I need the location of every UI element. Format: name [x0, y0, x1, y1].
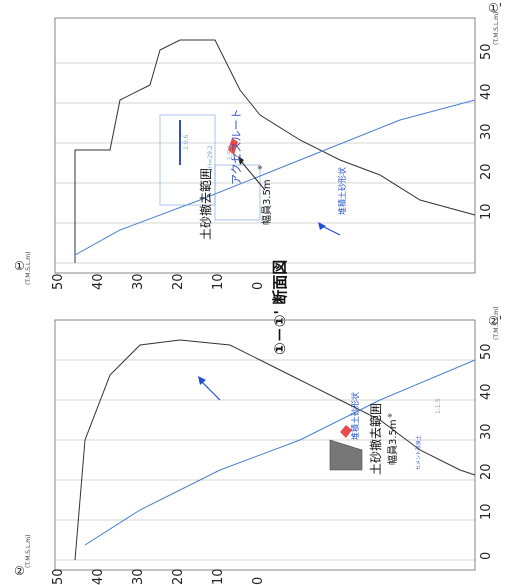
- section-1-removal-label: 土砂撤去範囲: [198, 168, 213, 240]
- section-2-deposit-arrowhead: [198, 376, 206, 385]
- svg-text:40: 40: [91, 568, 106, 585]
- svg-text:50: 50: [479, 43, 494, 60]
- section-1-width-mark: ※: [257, 165, 264, 170]
- section-2-start-mark: ②: [14, 564, 25, 578]
- svg-text:30: 30: [479, 423, 494, 440]
- section-1-slope-label: 1:5.1: [227, 144, 234, 160]
- section-2-width-mark: ※: [387, 413, 394, 418]
- svg-text:0: 0: [251, 577, 266, 585]
- svg-text:(T.M.S.L.m): (T.M.S.L.m): [25, 535, 32, 568]
- section-1-ground-profile: [74, 39, 476, 263]
- svg-text:20: 20: [171, 273, 186, 290]
- svg-text:10: 10: [479, 503, 494, 520]
- section-1-deposit-profile: [74, 99, 476, 256]
- section-2-end-mark: ②': [488, 314, 502, 328]
- svg-text:30: 30: [479, 123, 494, 140]
- section-1-access-label: アクセスルート: [230, 109, 243, 185]
- section-1-left-unit: (T.M.S.L.m): [25, 252, 32, 285]
- section-2-right-unit: (T.M.S.L.m): [493, 307, 500, 340]
- section-2-cement-block: [329, 439, 363, 471]
- svg-text:40: 40: [91, 273, 106, 290]
- section-1-end-mark: ①': [488, 1, 502, 15]
- section-1-ratio-label: 1:0.6: [183, 134, 190, 150]
- svg-text:20: 20: [171, 568, 186, 585]
- section-1-top-scale: 50 40 30 20 10: [479, 43, 494, 220]
- svg-text:40: 40: [479, 83, 494, 100]
- section-title: ①－①' 断面図: [271, 260, 289, 355]
- svg-text:(T.M.S.L.m): (T.M.S.L.m): [493, 12, 500, 45]
- section-1-start-mark: ①: [14, 259, 25, 273]
- svg-text:20: 20: [479, 463, 494, 480]
- section-2-deposit-profile: [84, 359, 476, 546]
- section-2-slope-label: 1:1.5: [435, 398, 442, 414]
- section-1-gridlines: [55, 62, 475, 264]
- section-2-removal-label: 土砂撤去範囲: [368, 403, 383, 475]
- svg-text:50: 50: [479, 343, 494, 360]
- svg-text:(T.M.S.L.m): (T.M.S.L.m): [25, 252, 32, 285]
- section-1-removal-zone: [228, 138, 238, 155]
- section-1-frame: [54, 17, 476, 274]
- svg-text:0: 0: [251, 282, 266, 290]
- svg-text:50: 50: [51, 568, 66, 585]
- section-1-dimension-box: [159, 114, 216, 206]
- section-1-route-note: 2H=29.2: [207, 145, 214, 172]
- section-1-deposit-arrowhead: [318, 222, 326, 230]
- svg-text:(T.M.S.L.m): (T.M.S.L.m): [493, 307, 500, 340]
- section-1-bottom-scale: 50 40 30 20 10 0: [51, 273, 266, 290]
- section-1-width-label: 幅員3.5m: [260, 179, 273, 225]
- section-1-dimension-box-2: [214, 164, 261, 221]
- section-2-ground-profile: [74, 339, 476, 561]
- section-2-cement-label: セメント改良土: [415, 435, 422, 470]
- svg-text:30: 30: [131, 273, 146, 290]
- svg-text:10: 10: [211, 273, 226, 290]
- section-1-panel: [54, 17, 476, 274]
- section-2-width-label: 幅員3.5m: [386, 419, 399, 465]
- section-2-removal-zone: [340, 425, 352, 438]
- section-2-gridlines: [55, 359, 475, 561]
- section-2-frame: [54, 319, 476, 571]
- svg-text:10: 10: [479, 203, 494, 220]
- section-1-width-arrowhead: [238, 156, 244, 165]
- svg-text:40: 40: [479, 383, 494, 400]
- section-2-bottom-scale: 50 40 30 20 10 0: [51, 568, 266, 585]
- section-1-right-unit: (T.M.S.L.m): [493, 12, 500, 45]
- svg-text:30: 30: [131, 568, 146, 585]
- section-2-top-scale: 50 40 30 20 10 0: [479, 343, 494, 560]
- section-2-deposit-arrow: [199, 379, 221, 401]
- svg-text:20: 20: [479, 163, 494, 180]
- section-2-left-unit: (T.M.S.L.m): [25, 535, 32, 568]
- svg-text:50: 50: [51, 273, 66, 290]
- svg-text:10: 10: [211, 568, 226, 585]
- section-1-width-leader: [239, 159, 266, 191]
- section-2-deposit-label: 堆積土砂形状: [350, 392, 360, 440]
- svg-text:0: 0: [479, 552, 494, 560]
- section-2-panel: [54, 319, 476, 571]
- section-1-deposit-label: 堆積土砂形状: [337, 167, 347, 215]
